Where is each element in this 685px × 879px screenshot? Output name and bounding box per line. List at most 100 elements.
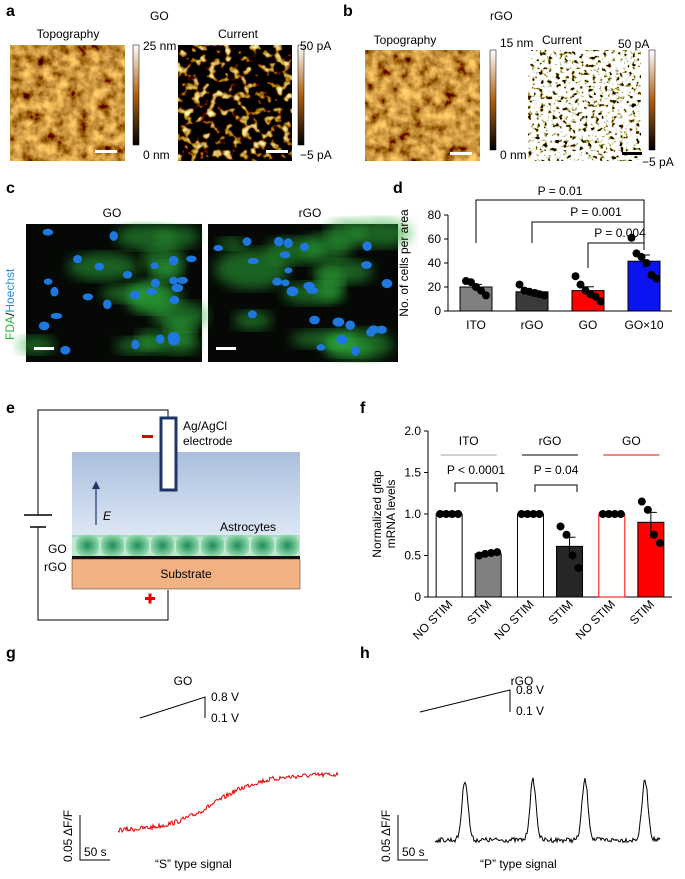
data-point [454,510,463,518]
nucleus [109,231,118,241]
x-tick-label: NO STIM [410,597,455,642]
nucleus [362,241,372,251]
layer-label: Substrate [160,567,212,581]
data-point [442,510,451,518]
colorbar [648,49,656,151]
voltage-ramp [139,696,206,719]
scale-label: 0.05 ΔF/F [61,810,75,862]
p-value: P = 0.01 [538,184,583,198]
nucleus [38,321,50,331]
data-point [642,259,651,267]
scale-bar [266,150,288,153]
cell-body [215,249,289,289]
afm-image [10,45,125,161]
panel-title: rGO [490,9,513,23]
nucleus [332,317,345,327]
data-point [481,549,490,558]
cell-body [156,226,199,248]
scale-bar [216,347,236,350]
nucleus [42,228,54,236]
nucleus [169,276,179,285]
cell-body [114,337,165,354]
cell-label: Astrocytes [220,520,276,534]
y-tick-label: 2.0 [404,424,421,438]
astrocyte [76,535,99,556]
y-tick-label: 40 [428,256,442,270]
field-label: E [103,509,112,523]
nucleus [300,242,309,252]
voltage-ramp [419,689,511,713]
x-tick-label: NO STIM [491,597,536,642]
voltage-label: 0.8 V [516,683,544,697]
nucleus [286,286,299,297]
image-title: rGO [299,206,322,220]
voltage-label: 0.1 V [516,704,544,718]
x-tick-label: GO×10 [624,318,663,332]
colorbar [297,44,305,146]
panel-letter: h [360,645,370,662]
data-point [591,292,600,301]
data-point [637,497,646,506]
p-value: P < 0.0001 [447,463,505,477]
nucleus [129,290,140,300]
nucleus [94,262,105,271]
image-title: Current [542,33,583,47]
nucleus [131,339,140,350]
scale-bar [397,815,428,861]
cell-body [265,237,323,265]
astrocyte [251,535,274,556]
bar [474,553,502,598]
nucleus [146,288,157,296]
colorbar-label: −5 pA [642,155,674,169]
caption: “S” type signal [155,857,232,871]
nucleus [381,279,393,289]
scale-bar [79,815,110,861]
astrocyte [126,535,149,556]
nucleus [242,237,252,246]
nucleus [50,286,59,297]
colorbar-label: 50 pA [300,39,331,53]
nucleus [213,245,224,252]
data-point [627,233,636,242]
nucleus [168,255,179,266]
image-title: Topography [374,33,437,47]
current-image [178,45,292,161]
current-image [528,50,641,161]
image-title: GO [103,206,122,220]
x-tick-label: STIM [545,597,575,627]
group-label: GO [622,434,641,448]
image-title: Topography [37,27,100,41]
electrode-label: electrode [183,434,233,448]
data-point [517,510,526,518]
colorbar-label: 0 nm [500,148,527,162]
data-point [556,522,565,531]
bar [516,513,544,598]
significance-brackets [454,482,578,492]
nucleus [50,312,63,319]
nucleus [303,281,315,291]
bar [627,260,661,312]
y-axis-label: No. of cells per area [397,209,411,317]
scale-label: 50 s [84,845,107,859]
nucleus [169,295,180,305]
bar [435,513,463,598]
bar [598,513,626,598]
nucleus [309,315,320,325]
scale-bar [450,152,472,155]
cell-body [16,336,56,355]
nucleus [366,327,376,337]
scale-bar [95,150,117,153]
nucleus [82,293,94,301]
panel-title: GO [150,9,169,23]
data-point [529,510,538,518]
cell-body [233,311,272,330]
colorbar-label: −5 pA [300,148,332,162]
fluorescence-trace [117,771,339,834]
circuit-diagram [24,409,301,621]
y-tick-label: 1.5 [404,466,421,480]
nucleus [103,299,112,310]
cell-body [217,237,246,250]
nucleus [361,261,372,269]
stain-label: FDA/Hoechst [3,268,17,340]
data-point [493,548,502,557]
